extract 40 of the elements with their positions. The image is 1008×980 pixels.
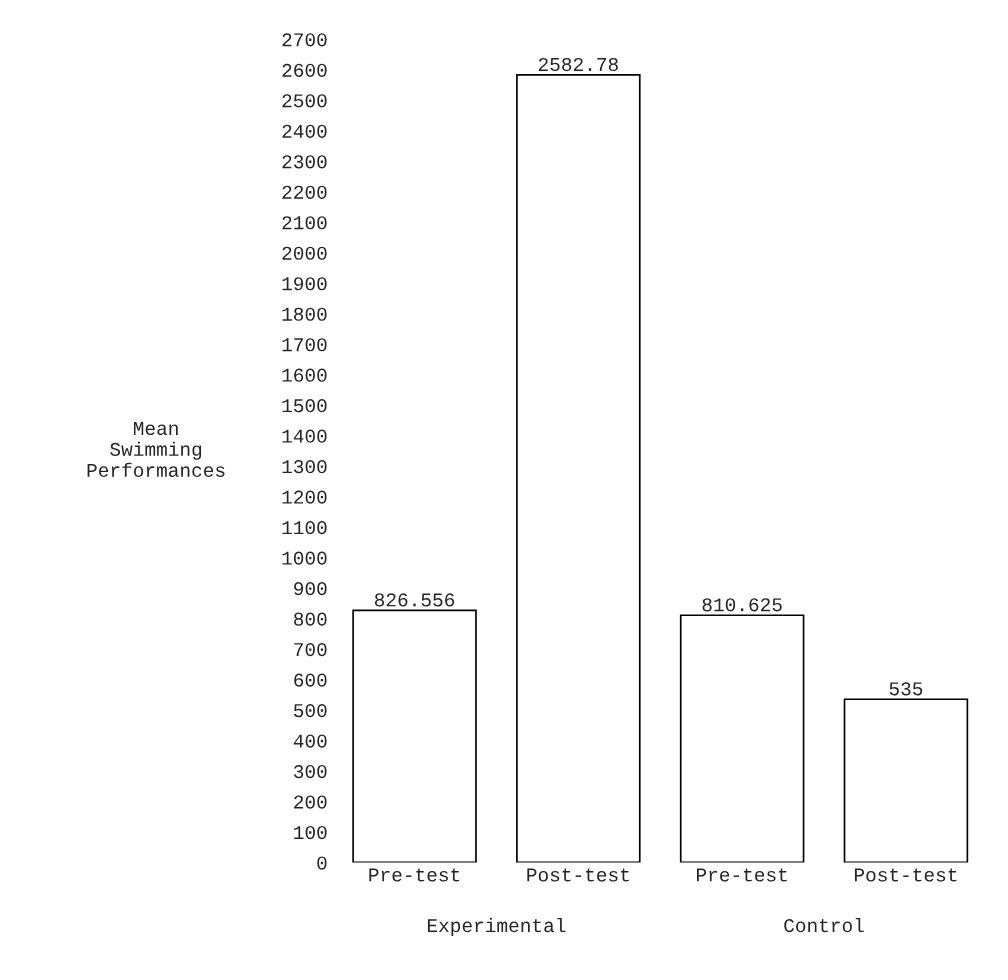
y-tick-label: 500	[293, 703, 327, 718]
y-tick-label: 300	[293, 764, 327, 779]
y-tick-label: 800	[294, 612, 327, 626]
data-label: 535	[889, 682, 923, 696]
y-tick-label: 900	[294, 582, 327, 596]
data-label: 810.625	[702, 598, 782, 612]
y-tick-label: 1100	[282, 521, 327, 535]
y-tick-label: 2700	[282, 33, 327, 47]
x-tick-label: Post-test	[527, 868, 629, 882]
y-tick-label: 1700	[282, 338, 327, 352]
y-tick-label: 1600	[282, 368, 327, 382]
y-tick-label: 600	[294, 673, 327, 687]
y-tick-label: 1400	[282, 429, 327, 443]
data-label: 2582.78	[538, 57, 618, 72]
y-tick-label: 700	[294, 643, 327, 657]
y-tick-label: 1500	[282, 399, 327, 413]
data-label: 826.556	[374, 593, 455, 607]
y-tick-label: 2500	[282, 94, 327, 108]
y-tick-label: 1200	[282, 490, 327, 504]
bar	[516, 74, 641, 863]
x-tick-label: Post-test	[854, 868, 957, 882]
y-tick-label: 2200	[282, 185, 327, 199]
x-tick-label: Pre-test	[369, 868, 460, 882]
text: Experimental	[427, 917, 566, 937]
y-tick-label: 2100	[282, 216, 327, 230]
y-tick-label: 2600	[282, 63, 327, 77]
text: Control	[784, 917, 864, 933]
y-tick-label: 1000	[282, 551, 327, 565]
x-tick-label: Pre-test	[697, 868, 787, 882]
y-tick-label: 200	[294, 795, 327, 809]
y-tick-label: 2300	[282, 155, 327, 169]
y-tick-label: 1800	[282, 307, 327, 321]
y-tick-label: 0	[317, 856, 327, 870]
y-tick-label: 1900	[282, 277, 327, 291]
y-tick-label: 1300	[282, 460, 327, 474]
y-tick-label: 2000	[282, 246, 327, 260]
y-tick-label: 400	[293, 734, 327, 748]
y-tick-label: 100	[294, 825, 327, 840]
y-tick-label: 2400	[282, 124, 327, 138]
y-axis-title: Mean Swimming Performances	[87, 422, 225, 477]
